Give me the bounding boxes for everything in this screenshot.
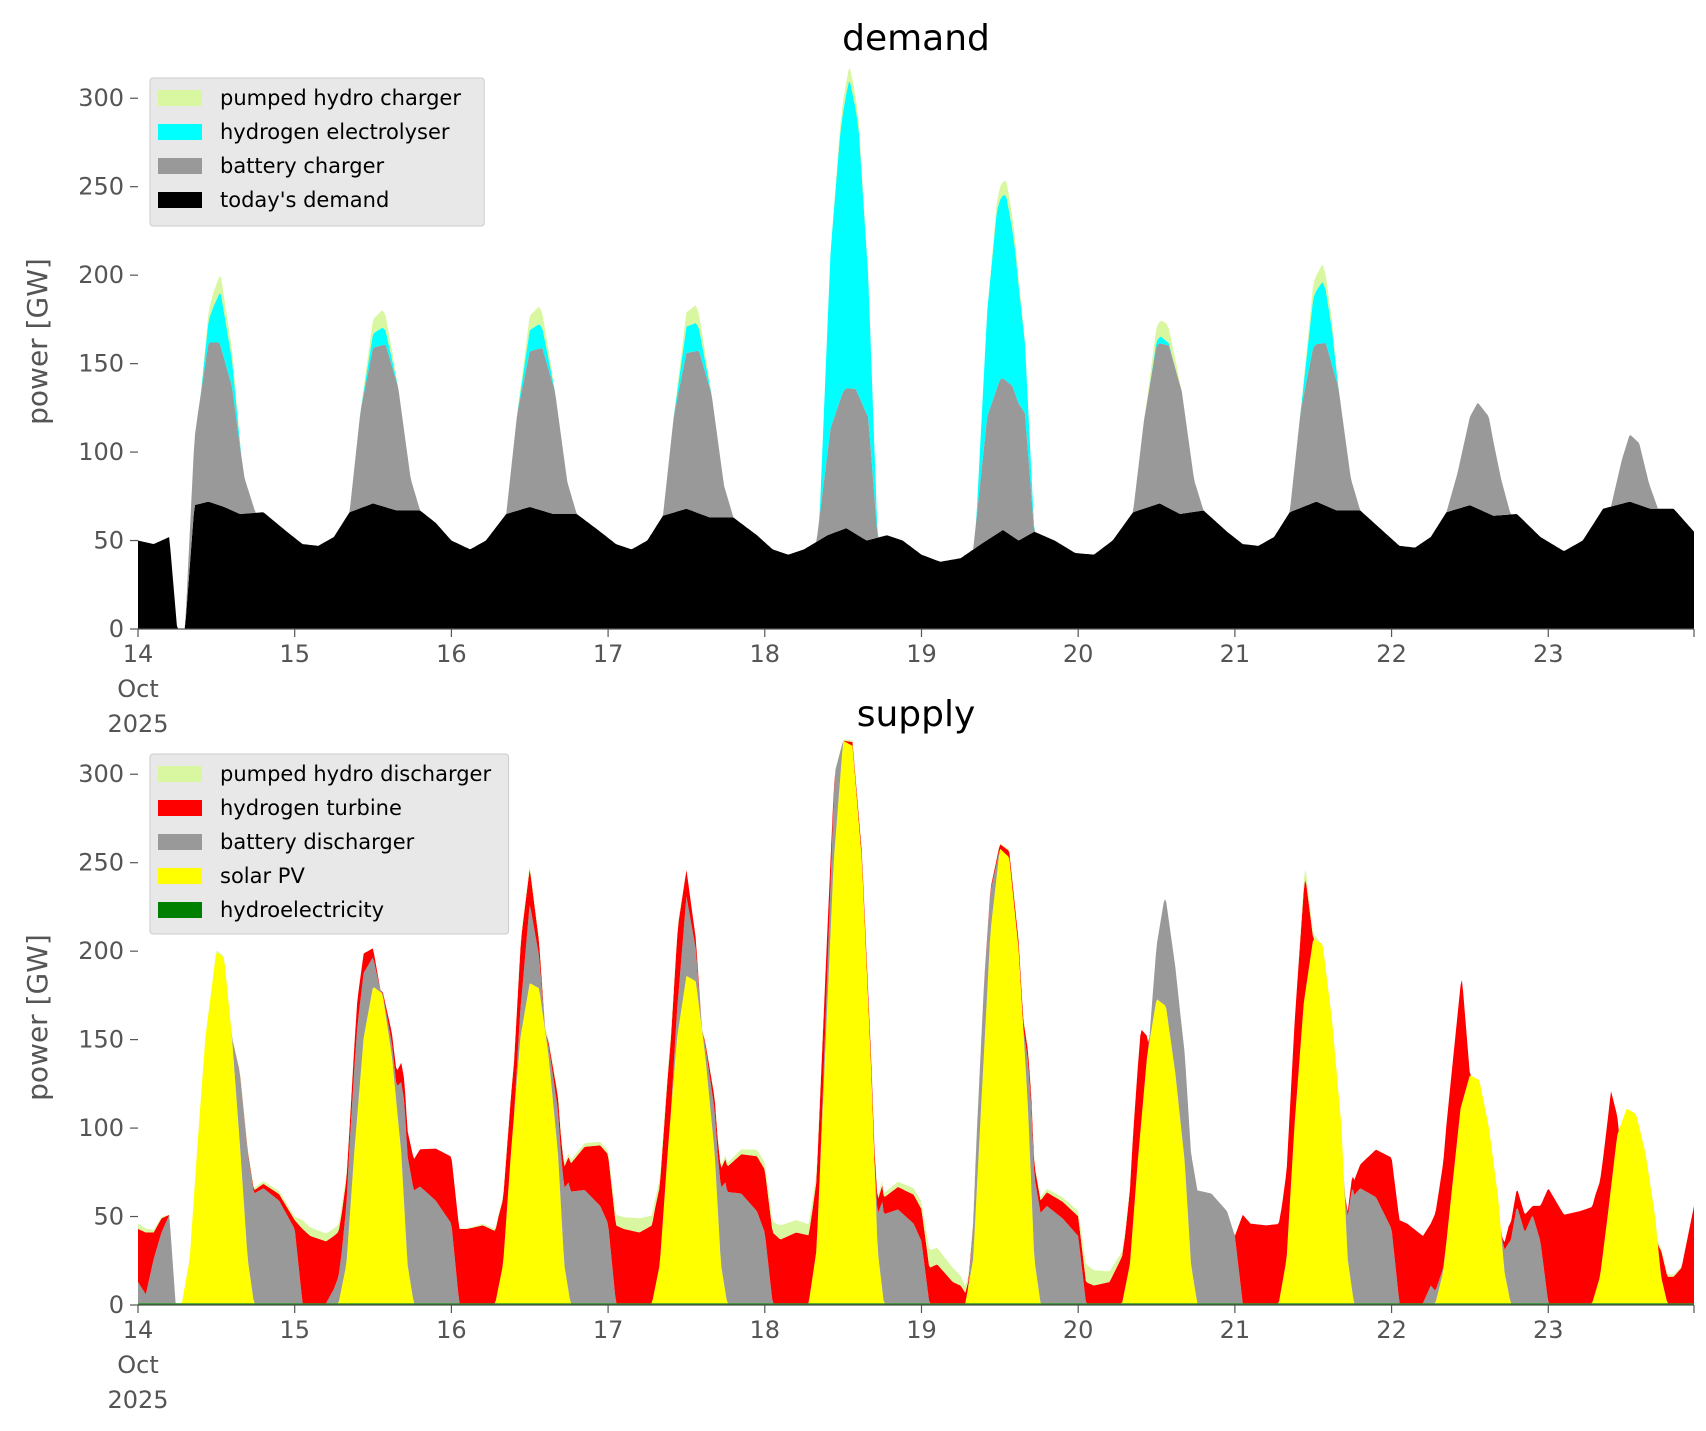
legend-entry: battery charger (220, 154, 385, 178)
y-tick-label: 100 (78, 438, 124, 466)
x-tick-label: 22 (1376, 640, 1407, 668)
y-tick-label: 150 (78, 350, 124, 378)
area-today-s-demand (138, 501, 1694, 629)
x-tick-label: 17 (593, 1316, 624, 1344)
x-tick-label: 2025 (107, 710, 168, 738)
x-tick-label: 17 (593, 640, 624, 668)
legend: pumped hydro charger hydrogen electrolyse… (149, 77, 485, 227)
legend-swatch (158, 90, 202, 106)
y-tick-label: 250 (78, 849, 124, 877)
y-tick-label: 250 (78, 173, 124, 201)
y-tick-label: 50 (93, 527, 124, 555)
area-battery-discharger (138, 740, 1694, 1304)
demand-panel: demand power [GW] 0 50 100 150 200 250 300 14 Oct 2… (21, 18, 1695, 738)
y-tick-label: 100 (78, 1114, 124, 1142)
area-hydrogen-turbine (138, 740, 1694, 1304)
x-tick-label: 15 (279, 640, 310, 668)
x-tick-label: 2025 (107, 1386, 168, 1414)
y-tick-label: 50 (93, 1203, 124, 1231)
y-axis-label: power [GW] (21, 934, 54, 1101)
x-tick-label: 14 (123, 1316, 154, 1344)
x-tick-label: 18 (750, 1316, 781, 1344)
x-tick-label: 15 (279, 1316, 310, 1344)
legend-swatch (158, 834, 202, 850)
x-tick-label: 16 (436, 1316, 467, 1344)
chart-title: demand (842, 18, 990, 59)
y-tick-label: 0 (109, 615, 124, 643)
legend-swatch (158, 766, 202, 782)
legend-entry: hydrogen electrolyser (220, 120, 450, 144)
legend-entry: hydrogen turbine (220, 796, 402, 820)
legend-box (149, 77, 485, 227)
area-solar-pv (138, 740, 1694, 1304)
legend-entry: solar PV (220, 864, 305, 888)
x-tick-label: Oct (117, 675, 159, 703)
y-tick-label: 0 (109, 1291, 124, 1319)
legend: pumped hydro discharger hydrogen turbine b… (149, 753, 510, 935)
legend-entry: pumped hydro discharger (220, 762, 491, 786)
y-tick-label: 300 (78, 760, 124, 788)
legend-swatch (158, 800, 202, 816)
x-tick-label: 18 (750, 640, 781, 668)
x-tick-label: 14 (123, 640, 154, 668)
x-tick-label: 21 (1220, 1316, 1251, 1344)
chart-title: supply (857, 694, 976, 735)
x-tick-label: 19 (906, 640, 937, 668)
supply-panel: supply power [GW] 0 50 100 150 200 250 300 14 Oct 2… (21, 694, 1695, 1414)
x-tick-label: 20 (1063, 640, 1094, 668)
y-tick-label: 150 (78, 1026, 124, 1054)
x-tick-label: 16 (436, 640, 467, 668)
legend-swatch (158, 868, 202, 884)
x-tick-label: 22 (1376, 1316, 1407, 1344)
legend-entry: hydroelectricity (220, 898, 384, 922)
x-tick-label: 19 (906, 1316, 937, 1344)
legend-swatch (158, 192, 202, 208)
x-tick-label: 21 (1220, 640, 1251, 668)
y-tick-label: 200 (78, 261, 124, 289)
legend-entry: today's demand (220, 188, 389, 212)
y-tick-label: 300 (78, 84, 124, 112)
legend-swatch (158, 158, 202, 174)
legend-swatch (158, 124, 202, 140)
y-axis-label: power [GW] (21, 258, 54, 425)
area-battery-charger (138, 342, 1694, 629)
x-tick-label: 23 (1533, 640, 1564, 668)
x-tick-label: 23 (1533, 1316, 1564, 1344)
legend-entry: pumped hydro charger (220, 86, 461, 110)
legend-swatch (158, 902, 202, 918)
y-tick-label: 200 (78, 937, 124, 965)
x-tick-label: Oct (117, 1351, 159, 1379)
legend-box (149, 753, 510, 935)
legend-entry: battery discharger (220, 830, 415, 854)
x-tick-label: 20 (1063, 1316, 1094, 1344)
